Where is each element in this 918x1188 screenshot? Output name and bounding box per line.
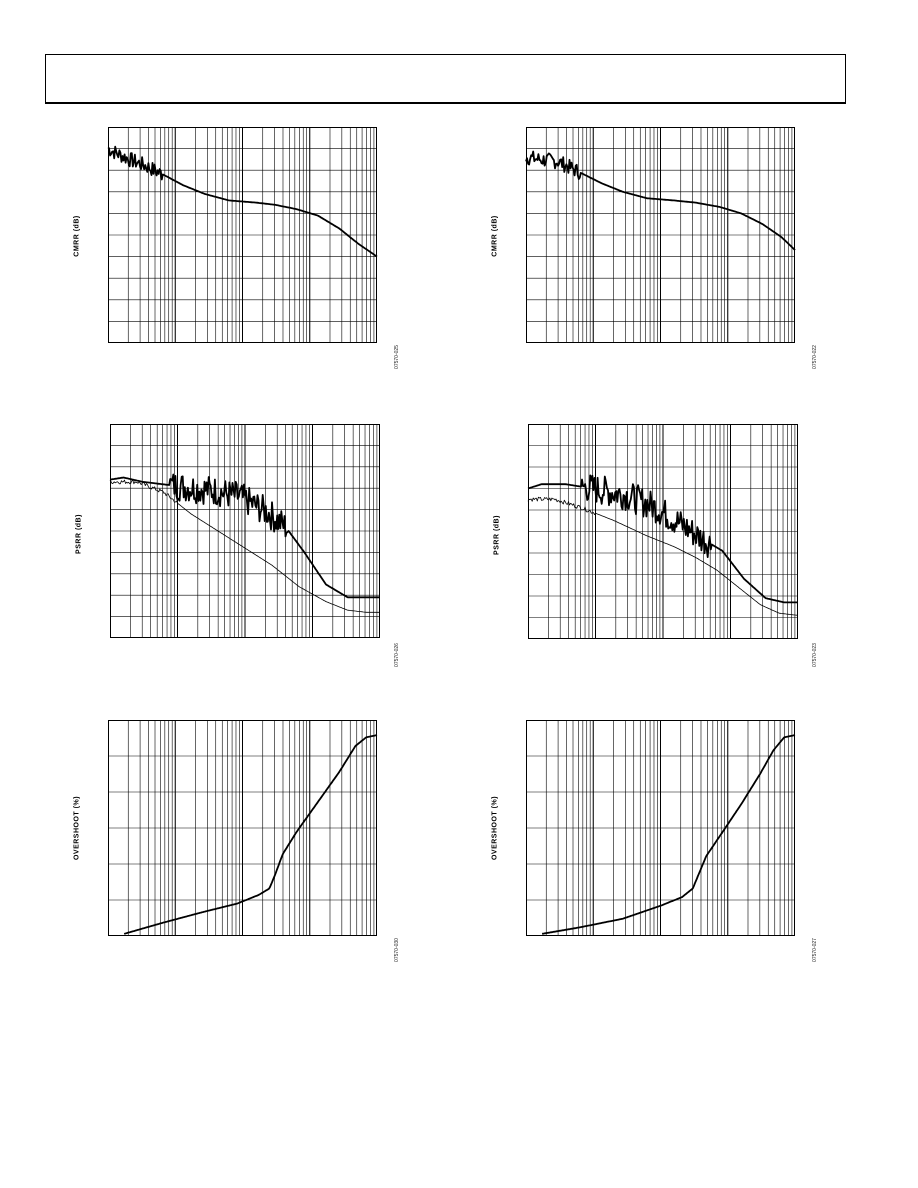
overshoot-left-chart [108, 720, 378, 936]
psrr-left-chart [109, 424, 380, 638]
psrr-right-figure-code: 07570-023 [812, 643, 818, 667]
psrr-right-y-label: PSRR (dB) [493, 515, 501, 555]
cmrr-right-chart [525, 127, 796, 343]
overshoot-left-y-label: OVERSHOOT (%) [73, 795, 81, 861]
series-line-1 [525, 150, 796, 251]
page-header-box [45, 54, 846, 103]
psrr-right-chart [527, 424, 799, 639]
psrr-left-y-label: PSRR (dB) [75, 514, 83, 554]
overshoot-right-figure-code: 07570-027 [812, 938, 818, 962]
overshoot-right-y-label: OVERSHOOT (%) [491, 795, 499, 861]
cmrr-right-figure-code: 07570-022 [812, 345, 818, 369]
page-header-rule [45, 102, 846, 104]
psrr-left-figure-code: 07570-026 [394, 643, 400, 667]
series-line-1 [542, 734, 796, 935]
series-line-2 [527, 496, 799, 616]
cmrr-right-y-label: CMRR (dB) [491, 215, 499, 257]
overshoot-left-figure-code: 07570-030 [394, 938, 400, 962]
series-line-1 [527, 474, 798, 604]
series-line-1 [107, 145, 378, 258]
series-line-1 [109, 473, 380, 599]
cmrr-left-chart [107, 127, 378, 343]
series-line-2 [109, 479, 380, 613]
series-line-1 [123, 734, 378, 935]
cmrr-left-y-label: CMRR (dB) [73, 215, 81, 257]
overshoot-right-chart [526, 720, 796, 936]
cmrr-left-figure-code: 07570-025 [394, 345, 400, 369]
